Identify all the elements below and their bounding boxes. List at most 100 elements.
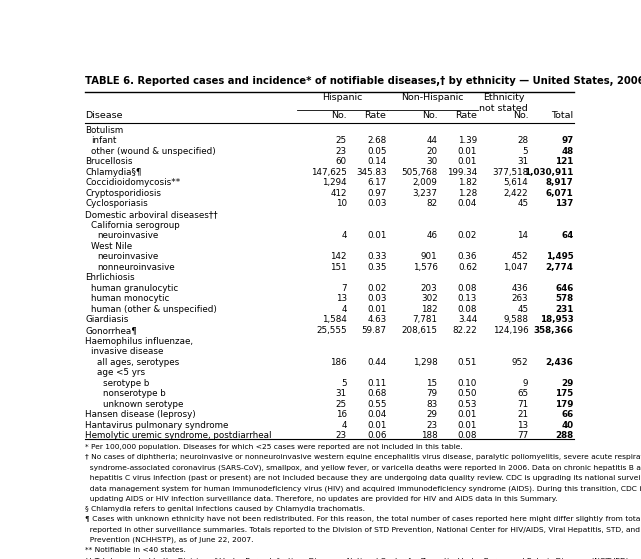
Text: 18,953: 18,953: [540, 315, 574, 324]
Text: nonserotype b: nonserotype b: [103, 389, 166, 398]
Text: 13: 13: [336, 295, 347, 304]
Text: 0.14: 0.14: [367, 157, 387, 166]
Text: 0.51: 0.51: [458, 358, 477, 367]
Text: 4.63: 4.63: [367, 315, 387, 324]
Text: 0.02: 0.02: [367, 284, 387, 293]
Text: 345.83: 345.83: [356, 168, 387, 177]
Text: 23: 23: [336, 146, 347, 156]
Text: 48: 48: [562, 146, 574, 156]
Text: 21: 21: [517, 410, 528, 419]
Text: Ethnicity
not stated: Ethnicity not stated: [479, 93, 528, 113]
Text: Giardiasis: Giardiasis: [85, 315, 128, 324]
Text: 28: 28: [517, 136, 528, 145]
Text: 0.01: 0.01: [458, 410, 477, 419]
Text: hepatitis C virus infection (past or present) are not included because they are : hepatitis C virus infection (past or pre…: [85, 475, 641, 481]
Text: 121: 121: [555, 157, 574, 166]
Text: 40: 40: [562, 421, 574, 430]
Text: 3.44: 3.44: [458, 315, 477, 324]
Text: 0.02: 0.02: [458, 231, 477, 240]
Text: 5,614: 5,614: [504, 178, 528, 187]
Text: 10: 10: [336, 200, 347, 209]
Text: Gonorrhea¶: Gonorrhea¶: [85, 326, 137, 335]
Text: 1,584: 1,584: [322, 315, 347, 324]
Text: 77: 77: [517, 432, 528, 440]
Text: 0.06: 0.06: [367, 432, 387, 440]
Text: updating AIDS or HIV infection surveillance data. Therefore, no updates are prov: updating AIDS or HIV infection surveilla…: [85, 496, 558, 501]
Text: 124,196: 124,196: [493, 326, 528, 335]
Text: Coccidioidomycosis**: Coccidioidomycosis**: [85, 178, 180, 187]
Text: No.: No.: [331, 111, 347, 120]
Text: Cyclosporiasis: Cyclosporiasis: [85, 200, 148, 209]
Text: 0.50: 0.50: [458, 389, 477, 398]
Text: 7: 7: [341, 284, 347, 293]
Text: * Per 100,000 population. Diseases for which <25 cases were reported are not inc: * Per 100,000 population. Diseases for w…: [85, 444, 463, 450]
Text: 179: 179: [555, 400, 574, 409]
Text: †† Totals reported to the Division of Vector-Borne Infectious Diseases, National: †† Totals reported to the Division of Ve…: [85, 558, 629, 559]
Text: Rate: Rate: [365, 111, 387, 120]
Text: 1,495: 1,495: [545, 252, 574, 261]
Text: 14: 14: [517, 231, 528, 240]
Text: Brucellosis: Brucellosis: [85, 157, 133, 166]
Text: 0.03: 0.03: [367, 295, 387, 304]
Text: 0.01: 0.01: [367, 305, 387, 314]
Text: 4: 4: [342, 231, 347, 240]
Text: invasive disease: invasive disease: [91, 347, 163, 356]
Text: 0.03: 0.03: [367, 200, 387, 209]
Text: 9: 9: [523, 378, 528, 388]
Text: 25,555: 25,555: [316, 326, 347, 335]
Text: 6,071: 6,071: [545, 189, 574, 198]
Text: 45: 45: [517, 305, 528, 314]
Text: Prevention (NCHHSTP), as of June 22, 2007.: Prevention (NCHHSTP), as of June 22, 200…: [85, 537, 254, 543]
Text: 137: 137: [555, 200, 574, 209]
Text: 1,030,911: 1,030,911: [524, 168, 574, 177]
Text: 578: 578: [555, 295, 574, 304]
Text: 0.08: 0.08: [458, 284, 477, 293]
Text: 0.36: 0.36: [458, 252, 477, 261]
Text: 1,047: 1,047: [503, 263, 528, 272]
Text: Rate: Rate: [455, 111, 477, 120]
Text: Botulism: Botulism: [85, 126, 123, 135]
Text: 2.68: 2.68: [367, 136, 387, 145]
Text: 0.08: 0.08: [458, 305, 477, 314]
Text: 0.01: 0.01: [458, 146, 477, 156]
Text: § Chlamydia refers to genital infections caused by Chlamydia trachomatis.: § Chlamydia refers to genital infections…: [85, 506, 365, 512]
Text: 0.44: 0.44: [367, 358, 387, 367]
Text: 147,625: 147,625: [311, 168, 347, 177]
Text: 3,237: 3,237: [413, 189, 438, 198]
Text: TABLE 6. Reported cases and incidence* of notifiable diseases,† by ethnicity — U: TABLE 6. Reported cases and incidence* o…: [85, 75, 641, 86]
Text: 23: 23: [426, 421, 438, 430]
Text: data management system for human immunodeficiency virus (HIV) and acquired immun: data management system for human immunod…: [85, 485, 641, 492]
Text: serotype b: serotype b: [103, 378, 149, 388]
Text: all ages, serotypes: all ages, serotypes: [97, 358, 179, 367]
Text: 208,615: 208,615: [402, 326, 438, 335]
Text: 7,781: 7,781: [413, 315, 438, 324]
Text: 0.10: 0.10: [458, 378, 477, 388]
Text: 2,436: 2,436: [545, 358, 574, 367]
Text: nonneuroinvasive: nonneuroinvasive: [97, 263, 174, 272]
Text: 2,009: 2,009: [413, 178, 438, 187]
Text: 1,298: 1,298: [413, 358, 438, 367]
Text: 82: 82: [426, 200, 438, 209]
Text: neuroinvasive: neuroinvasive: [97, 252, 158, 261]
Text: 2,774: 2,774: [545, 263, 574, 272]
Text: 436: 436: [512, 284, 528, 293]
Text: 97: 97: [561, 136, 574, 145]
Text: 263: 263: [512, 295, 528, 304]
Text: 151: 151: [330, 263, 347, 272]
Text: 0.04: 0.04: [367, 410, 387, 419]
Text: Total: Total: [551, 111, 574, 120]
Text: 288: 288: [555, 432, 574, 440]
Text: Ehrlichiosis: Ehrlichiosis: [85, 273, 135, 282]
Text: 0.08: 0.08: [458, 432, 477, 440]
Text: 64: 64: [561, 231, 574, 240]
Text: 358,366: 358,366: [533, 326, 574, 335]
Text: human monocytic: human monocytic: [91, 295, 169, 304]
Text: 2,422: 2,422: [504, 189, 528, 198]
Text: 29: 29: [427, 410, 438, 419]
Text: 0.01: 0.01: [367, 231, 387, 240]
Text: 0.35: 0.35: [367, 263, 387, 272]
Text: unknown serotype: unknown serotype: [103, 400, 183, 409]
Text: 5: 5: [341, 378, 347, 388]
Text: neuroinvasive: neuroinvasive: [97, 231, 158, 240]
Text: 175: 175: [555, 389, 574, 398]
